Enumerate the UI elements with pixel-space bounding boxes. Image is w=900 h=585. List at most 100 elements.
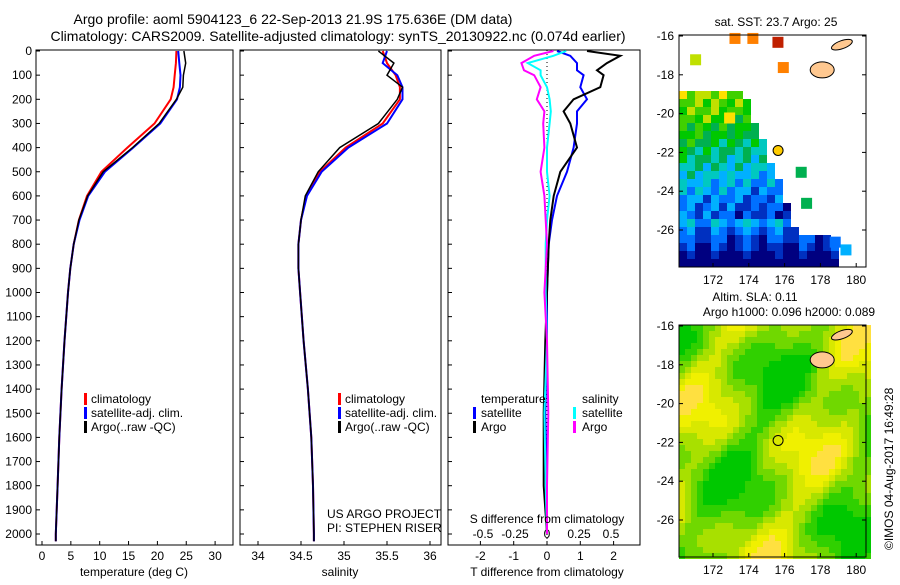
sla-cell	[679, 469, 685, 475]
sla-cell	[823, 451, 829, 457]
sla-cell	[685, 391, 691, 397]
sst-cell	[695, 259, 703, 267]
sst-cell	[751, 163, 759, 171]
sla-cell	[763, 463, 769, 469]
sla-cell	[733, 541, 739, 547]
sla-cell	[841, 547, 847, 553]
sst-cell	[775, 243, 783, 251]
sla-cell	[775, 517, 781, 523]
sla-cell	[763, 355, 769, 361]
sla-cell	[769, 517, 775, 523]
sla-cell	[679, 487, 685, 493]
sla-cell	[835, 409, 841, 415]
sla-cell	[763, 481, 769, 487]
sla-cell	[727, 469, 733, 475]
sla-cell	[709, 331, 715, 337]
difference-line-3	[520, 50, 554, 534]
sla-cell	[691, 433, 697, 439]
sla-cell	[835, 367, 841, 373]
sla-cell	[787, 355, 793, 361]
sst-cell	[695, 187, 703, 195]
sst-cell	[775, 235, 783, 243]
y-tick-label: 400	[12, 141, 32, 155]
sla-cell	[709, 547, 715, 553]
sla-cell	[745, 445, 751, 451]
sla-cell	[781, 547, 787, 553]
sst-cell	[783, 251, 791, 259]
sla-cell	[739, 415, 745, 421]
sla-cell	[841, 463, 847, 469]
sla-cell	[859, 349, 865, 355]
sla-cell	[745, 529, 751, 535]
sla-cell	[781, 343, 787, 349]
sla-cell	[739, 385, 745, 391]
sla-cell	[727, 355, 733, 361]
sla-cell	[727, 475, 733, 481]
sla-cell	[781, 487, 787, 493]
temperature-legend: climatology satellite-adj. clim. Argo(..…	[84, 392, 183, 434]
sla-cell	[739, 493, 745, 499]
sla-cell	[745, 493, 751, 499]
sla-cell	[697, 331, 703, 337]
sla-cell	[697, 433, 703, 439]
sla-cell	[775, 355, 781, 361]
sst-cell	[719, 243, 727, 251]
sla-cell	[727, 439, 733, 445]
sla-cell	[739, 463, 745, 469]
sla-cell	[721, 511, 727, 517]
sst-cell	[679, 203, 687, 211]
sst-cell	[711, 251, 719, 259]
sla-cell	[841, 535, 847, 541]
difference-line-0	[544, 50, 589, 534]
sla-cell	[733, 535, 739, 541]
sla-cell	[781, 409, 787, 415]
sla-cell	[799, 361, 805, 367]
sla-cell	[847, 385, 853, 391]
sst-cell	[743, 259, 751, 267]
sla-cell	[799, 511, 805, 517]
sla-cell	[733, 457, 739, 463]
sst-cell	[687, 123, 695, 131]
sla-cell	[775, 475, 781, 481]
sla-cell	[709, 409, 715, 415]
sla-cell	[787, 427, 793, 433]
sla-cell	[835, 463, 841, 469]
sla-cell	[859, 499, 865, 505]
sla-cell	[811, 517, 817, 523]
sla-cell	[727, 361, 733, 367]
sla-cell	[709, 421, 715, 427]
sla-cell	[775, 553, 781, 559]
sla-cell	[751, 403, 757, 409]
sla-cell	[685, 361, 691, 367]
sla-cell	[811, 421, 817, 427]
sla-cell	[769, 439, 775, 445]
sla-cell	[793, 409, 799, 415]
sst-cell	[687, 115, 695, 123]
sla-cell	[793, 361, 799, 367]
sst-cell	[711, 147, 719, 155]
sla-cell	[787, 517, 793, 523]
sla-cell	[823, 445, 829, 451]
sla-cell	[799, 385, 805, 391]
sst-cell	[679, 227, 687, 235]
sst-cell	[815, 259, 823, 267]
sla-cell	[781, 391, 787, 397]
sla-cell	[727, 445, 733, 451]
sla-cell	[721, 445, 727, 451]
sla-cell	[817, 367, 823, 373]
sla-cell	[781, 553, 787, 559]
sst-cell	[759, 235, 767, 243]
legend-swatch-satellite	[84, 407, 87, 419]
sst-cell	[767, 227, 775, 235]
y-tick-label: 1000	[5, 286, 32, 300]
sla-cell	[715, 349, 721, 355]
sla-cell	[853, 331, 859, 337]
sla-cell	[799, 433, 805, 439]
sla-cell	[811, 331, 817, 337]
sla-cell	[733, 511, 739, 517]
sla-cell	[793, 469, 799, 475]
sla-cell	[757, 535, 763, 541]
sla-cell	[751, 361, 757, 367]
sla-cell	[751, 433, 757, 439]
sla-cell	[781, 397, 787, 403]
